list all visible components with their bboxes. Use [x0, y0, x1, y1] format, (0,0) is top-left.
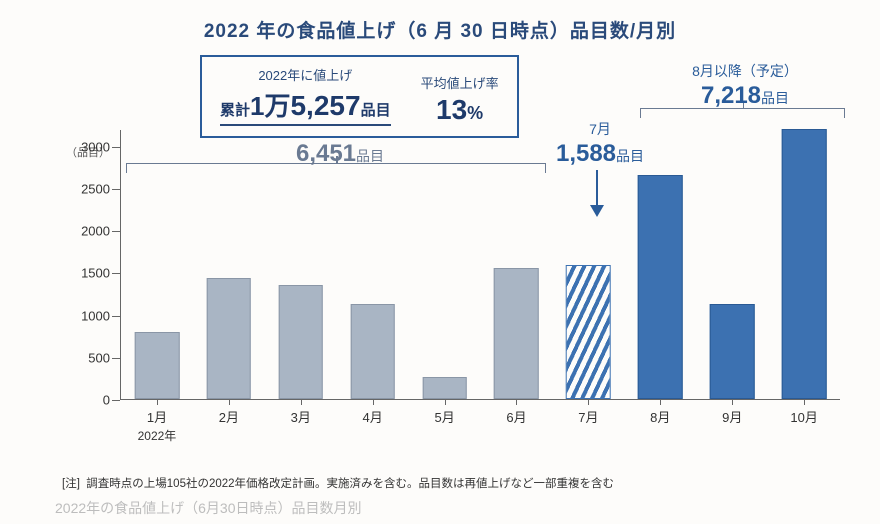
bar-slot: 6月: [481, 130, 553, 399]
ytick-label: 0: [103, 393, 110, 408]
chart-title: 2022 年の食品値上げ（6 月 30 日時点）品目数/月別: [0, 0, 880, 43]
bar-slot: 9月: [696, 130, 768, 399]
bar: [782, 129, 827, 399]
annot-aug-suf: 品目: [761, 90, 789, 106]
xtick-label: 2月: [219, 407, 239, 426]
ytick-label: 2000: [81, 224, 110, 239]
xtick: [157, 399, 158, 405]
bar-slot: 3月: [265, 130, 337, 399]
summary-avg: 平均値上げ率 13%: [421, 73, 499, 126]
annot-aug: 8月以降（予定） 7,218品目: [665, 62, 825, 111]
bar: [710, 304, 755, 399]
bar: [422, 377, 467, 399]
footnote: [注] 調査時点の上場105社の2022年価格改定計画。実施済みを含む。品目数は…: [62, 475, 614, 491]
xtick: [373, 399, 374, 405]
summary-man: 1万: [250, 91, 290, 121]
summary-avg-unit: %: [467, 103, 483, 123]
xtick-label: 10月: [790, 407, 817, 426]
summary-prefix: 累計: [220, 102, 250, 119]
note-text: 調査時点の上場105社の2022年価格改定計画。実施済みを含む。品目数は再値上げ…: [86, 478, 614, 490]
xtick: [732, 399, 733, 405]
xtick-label: 6月: [506, 407, 526, 426]
ytick: [112, 316, 120, 317]
annot-aug-value: 7,218品目: [665, 80, 825, 111]
ytick: [112, 231, 120, 232]
ytick: [112, 189, 120, 190]
bar: [494, 268, 539, 399]
summary-avg-num: 13: [436, 94, 467, 125]
bar: [638, 175, 683, 399]
ytick: [112, 358, 120, 359]
xtick: [804, 399, 805, 405]
xtick: [229, 399, 230, 405]
bar-slot: 7月: [552, 130, 624, 399]
xtick: [445, 399, 446, 405]
xtick: [660, 399, 661, 405]
summary-avg-label: 平均値上げ率: [421, 73, 499, 92]
summary-total-value: 累計1万5,257品目: [220, 86, 391, 126]
bar: [350, 304, 395, 399]
bar: [566, 265, 611, 399]
xtick-label: 3月: [291, 407, 311, 426]
annot-aug-label: 8月以降（予定）: [665, 62, 825, 80]
summary-num: 5,257: [290, 90, 360, 121]
summary-box: 2022年に値上げ 累計1万5,257品目 平均値上げ率 13%: [200, 55, 519, 138]
bars-container: 1月2022年2月3月4月5月6月7月8月9月10月: [121, 130, 840, 399]
xtick-label: 7月: [578, 407, 598, 426]
ytick-label: 3000: [81, 139, 110, 154]
xtick-label: 1月: [147, 407, 167, 426]
bar-slot: 1月2022年: [121, 130, 193, 399]
xtick-label: 4月: [363, 407, 383, 426]
plot-area: 1月2022年2月3月4月5月6月7月8月9月10月: [120, 130, 840, 400]
chart-area: （品目） 1月2022年2月3月4月5月6月7月8月9月10月 05001000…: [60, 130, 840, 430]
bar-slot: 8月: [624, 130, 696, 399]
xtick-label: 9月: [722, 407, 742, 426]
xtick: [588, 399, 589, 405]
summary-avg-value: 13%: [421, 94, 499, 126]
ytick-label: 500: [88, 350, 110, 365]
ytick-label: 1500: [81, 266, 110, 281]
bar-slot: 5月: [409, 130, 481, 399]
summary-suffix: 品目: [361, 102, 391, 119]
annot-aug-num: 7,218: [701, 82, 761, 109]
xtick-label: 5月: [434, 407, 454, 426]
xtick-sublabel: 2022年: [138, 427, 177, 444]
summary-total-label: 2022年に値上げ: [220, 65, 391, 84]
bar-slot: 10月: [768, 130, 840, 399]
bar-slot: 4月: [337, 130, 409, 399]
ytick-label: 1000: [81, 308, 110, 323]
bar-slot: 2月: [193, 130, 265, 399]
ytick: [112, 273, 120, 274]
bar: [135, 332, 180, 399]
xtick: [516, 399, 517, 405]
caption: 2022年の食品値上げ（6月30日時点）品目数月別: [55, 498, 362, 518]
xtick: [301, 399, 302, 405]
ytick-label: 2500: [81, 182, 110, 197]
bar: [278, 285, 323, 399]
note-prefix: [注]: [62, 478, 80, 490]
summary-total: 2022年に値上げ 累計1万5,257品目: [220, 65, 391, 126]
bar: [207, 278, 252, 399]
ytick: [112, 400, 120, 401]
ytick: [112, 147, 120, 148]
xtick-label: 8月: [650, 407, 670, 426]
